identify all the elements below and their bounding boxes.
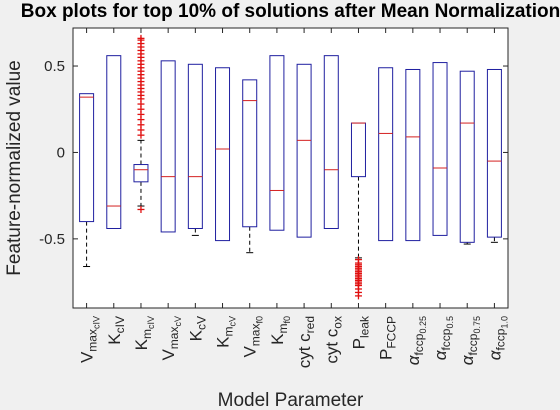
y-tick-label: 0 — [57, 144, 65, 161]
axes-border — [72, 27, 509, 309]
x-tick-label: cyt cox — [322, 316, 344, 364]
box-iqr — [79, 93, 95, 223]
box-iqr — [378, 67, 394, 242]
box-iqr — [242, 79, 258, 228]
box-iqr — [296, 63, 312, 238]
box-6 — [215, 67, 231, 242]
x-tick-label: αfccp0.25 — [404, 316, 428, 365]
chart-title: Box plots for top 10% of solutions after… — [21, 1, 560, 22]
box-iqr — [269, 55, 285, 231]
outlier-point — [137, 131, 145, 139]
box-9 — [296, 63, 312, 238]
box-iqr — [486, 68, 502, 238]
box-4 — [160, 60, 176, 233]
outlier-point — [354, 292, 362, 300]
chart-marks — [79, 34, 502, 300]
box-8 — [269, 55, 285, 231]
x-tick-label: KcV — [186, 316, 208, 341]
box-7 — [242, 79, 258, 254]
axes-frame — [72, 27, 509, 309]
y-axis-label: Feature-normalized value — [4, 60, 25, 275]
box-11 — [350, 122, 366, 300]
x-tick-label: αfccp0.5 — [431, 316, 455, 360]
box-14 — [432, 62, 448, 236]
box-12 — [378, 67, 394, 242]
box-3 — [133, 34, 149, 213]
box-15 — [459, 70, 475, 245]
y-tick-label: 0.5 — [44, 58, 65, 75]
x-tick-label: KmcIV — [132, 316, 156, 350]
x-tick-label: VmaxcIV — [78, 316, 102, 363]
x-tick-label: KmcV — [214, 316, 238, 348]
box-16 — [486, 68, 502, 243]
box-iqr — [106, 55, 122, 229]
x-tick-label: αfccp0.75 — [458, 316, 482, 365]
box-iqr — [459, 70, 475, 243]
box-iqr — [187, 63, 203, 229]
x-tick-label: Kmf0 — [268, 316, 292, 345]
box-iqr — [133, 164, 149, 183]
x-tick-label: KcIV — [105, 316, 127, 345]
x-tick-label: αfccp1.0 — [485, 316, 509, 360]
x-axis-ticks: VmaxcIVKcIVKmcIVVmaxcVKcVKmcVVmaxf0Kmf0c… — [78, 28, 509, 368]
y-tick-label: -0.5 — [39, 231, 65, 248]
box-10 — [323, 55, 339, 229]
box-iqr — [405, 68, 421, 242]
box-2 — [106, 55, 122, 229]
box-1 — [79, 93, 95, 268]
x-axis-label: Model Parameter — [218, 390, 364, 410]
box-iqr — [432, 62, 448, 236]
outlier-point — [137, 205, 145, 213]
x-tick-label: PFCCP — [377, 316, 399, 360]
x-tick-label: Pleak — [349, 315, 371, 349]
x-tick-label: cyt cred — [295, 316, 317, 368]
box-iqr — [215, 67, 231, 242]
x-tick-label: VmaxcV — [159, 316, 183, 361]
y-axis-ticks: 0.5 0 -0.5 — [39, 58, 508, 248]
box-5 — [187, 63, 203, 236]
x-tick-label: Vmaxf0 — [241, 316, 265, 358]
box-iqr — [323, 55, 339, 229]
box-iqr — [160, 60, 176, 233]
box-13 — [405, 68, 421, 242]
